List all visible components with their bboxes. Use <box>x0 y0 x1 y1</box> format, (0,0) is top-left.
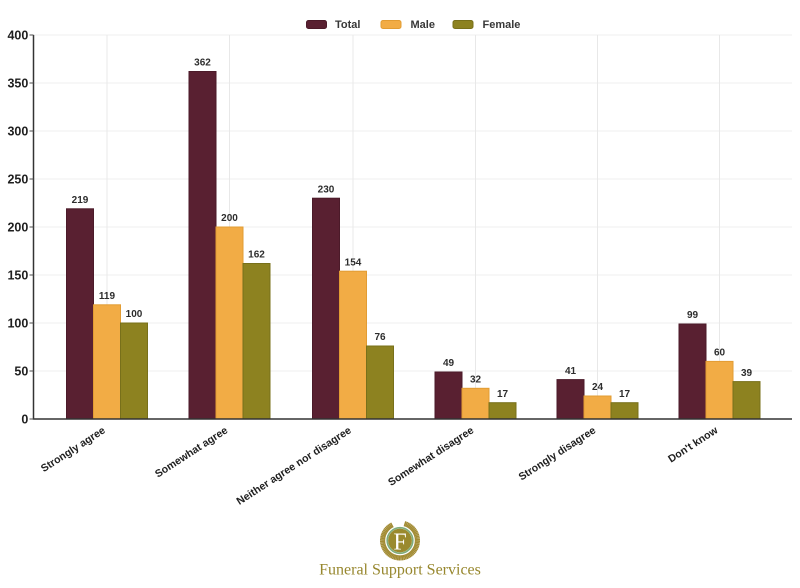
svg-text:Somewhat disagree: Somewhat disagree <box>386 424 476 488</box>
svg-text:0: 0 <box>21 412 28 426</box>
svg-text:Female: Female <box>483 19 521 31</box>
svg-text:230: 230 <box>318 184 335 195</box>
svg-text:32: 32 <box>470 375 482 386</box>
svg-text:Total: Total <box>335 19 360 31</box>
svg-text:300: 300 <box>7 124 28 138</box>
svg-text:362: 362 <box>194 58 211 69</box>
svg-text:Neither agree nor disagree: Neither agree nor disagree <box>235 424 354 507</box>
svg-text:150: 150 <box>7 268 28 282</box>
svg-text:119: 119 <box>99 291 116 302</box>
svg-text:24: 24 <box>592 382 604 393</box>
svg-text:Male: Male <box>411 19 435 31</box>
svg-text:100: 100 <box>126 309 143 320</box>
svg-text:60: 60 <box>714 348 726 359</box>
svg-text:Somewhat agree: Somewhat agree <box>153 424 230 480</box>
svg-text:99: 99 <box>687 310 699 321</box>
svg-text:200: 200 <box>7 220 28 234</box>
svg-text:39: 39 <box>741 368 753 379</box>
svg-text:250: 250 <box>7 172 28 186</box>
svg-text:Funeral Support Services: Funeral Support Services <box>319 562 481 579</box>
svg-text:76: 76 <box>374 332 386 343</box>
svg-text:350: 350 <box>7 76 28 90</box>
svg-text:Don't know: Don't know <box>666 424 721 465</box>
svg-text:162: 162 <box>248 250 265 261</box>
svg-text:200: 200 <box>221 213 238 224</box>
svg-text:50: 50 <box>14 364 28 378</box>
svg-text:49: 49 <box>443 358 455 369</box>
svg-text:100: 100 <box>7 316 28 330</box>
svg-text:17: 17 <box>497 389 509 400</box>
svg-text:400: 400 <box>7 28 28 42</box>
svg-text:17: 17 <box>619 389 631 400</box>
svg-text:219: 219 <box>72 195 89 206</box>
svg-text:154: 154 <box>345 257 362 268</box>
svg-text:Strongly agree: Strongly agree <box>39 424 108 475</box>
svg-text:41: 41 <box>565 366 577 377</box>
svg-text:Strongly disagree: Strongly disagree <box>517 424 599 483</box>
svg-text:F: F <box>393 529 406 555</box>
